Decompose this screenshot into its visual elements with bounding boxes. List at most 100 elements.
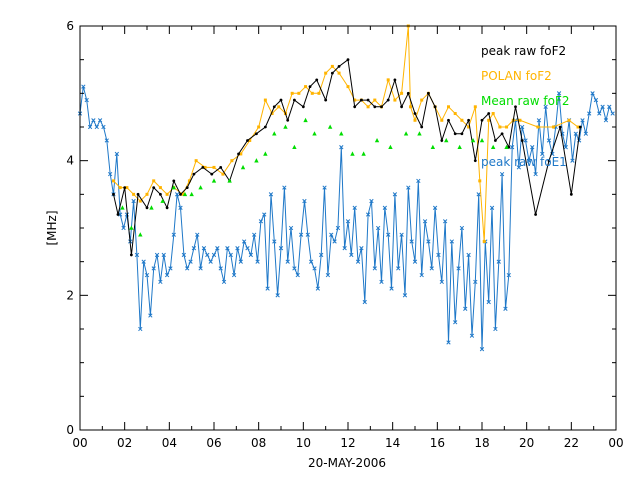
data-point [447,118,450,122]
data-point [201,166,205,169]
data-point [427,91,430,95]
data-point [84,97,89,103]
data-point [290,91,294,95]
x-tick-label: 22 [564,436,579,450]
data-point [386,98,390,102]
data-point [570,158,575,163]
data-point [349,252,354,258]
x-tick-label: 12 [340,436,355,450]
data-point [164,272,170,278]
data-point [569,192,573,196]
data-point [138,232,143,237]
data-point [346,58,350,62]
data-point [373,105,377,109]
x-tick-label: 00 [608,436,623,450]
data-point [573,131,578,136]
data-point [263,125,267,129]
data-point [319,252,324,258]
data-point [235,246,240,251]
data-point [494,139,497,142]
data-point [406,185,411,190]
data-point [530,145,535,150]
data-point [503,306,508,311]
data-point [255,132,258,136]
data-point [265,286,270,291]
data-point [293,98,296,102]
data-point [225,246,230,251]
y-tick-label: 2 [66,288,74,302]
data-point [366,105,370,109]
data-point [361,151,366,156]
data-point [430,144,436,149]
data-point [506,272,511,278]
data-point [419,272,424,278]
data-point [540,151,545,157]
data-point [350,151,355,156]
data-point [325,272,331,278]
data-point [158,279,163,285]
legend: peak raw foF2 POLAN foF2 Mean raw foF2 peak… [481,44,570,169]
data-point [498,125,502,129]
data-point [131,198,136,204]
data-point [182,191,188,197]
data-point [479,137,485,143]
data-point [413,118,417,122]
data-point [138,199,142,203]
data-point [433,105,437,109]
data-point [459,225,465,231]
data-point [141,259,146,264]
data-point [460,132,464,136]
data-point [189,191,194,197]
data-point [112,179,115,183]
data-point [610,111,615,116]
data-point [129,253,133,257]
data-point [453,132,457,136]
data-point [576,125,580,129]
data-point [205,252,210,258]
series-mean-raw-fof2 [120,117,509,237]
data-point [297,91,301,95]
data-point [258,219,264,224]
data-point [493,326,498,332]
data-point [145,206,149,210]
data-point [286,118,290,122]
data-point [470,137,476,143]
data-point [303,117,308,123]
data-point [152,186,156,190]
data-point [444,137,449,143]
data-point [327,124,333,129]
data-point [277,105,281,109]
data-point [292,144,297,149]
data-point [491,112,495,116]
data-point [386,78,390,82]
data-point [257,125,261,129]
data-point [308,259,314,264]
data-point [374,137,380,143]
data-point [246,139,249,142]
data-point [346,85,350,89]
data-point [332,239,337,244]
data-point [442,219,448,224]
series-peak-raw-fof2 [112,58,582,257]
data-point [536,118,542,123]
data-point [518,118,522,122]
data-point [440,118,444,122]
data-point [230,159,234,163]
data-point [151,266,156,271]
x-tick-label: 04 [162,436,177,450]
data-point [420,125,424,129]
x-tick-label: 06 [206,436,221,450]
data-point [240,164,246,170]
data-point [94,124,99,130]
data-point [603,118,609,123]
data-point [352,205,357,210]
data-point [453,112,457,116]
data-point [317,91,321,95]
data-point [509,145,515,150]
data-point [120,205,125,210]
data-point [218,266,223,271]
data-point [187,179,191,183]
data-point [366,98,370,102]
